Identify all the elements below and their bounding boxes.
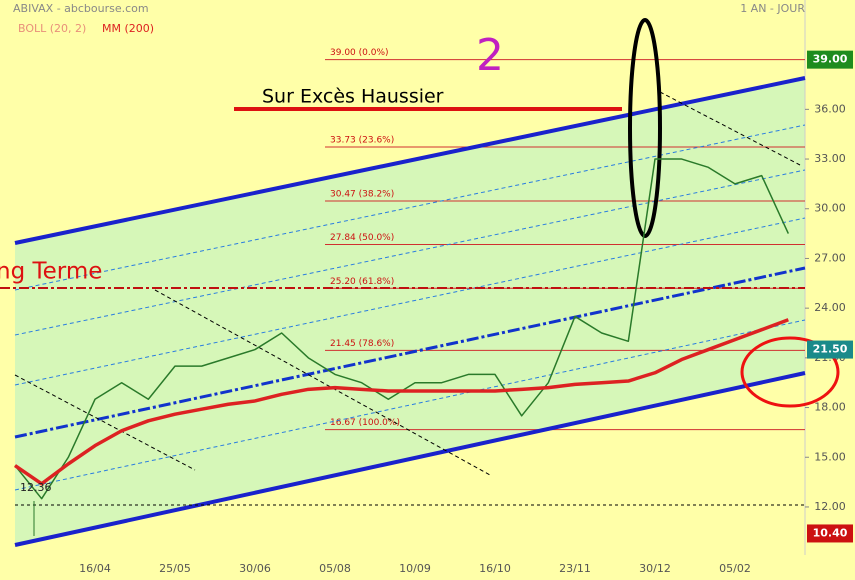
y-tick-label: 15.00	[814, 450, 846, 463]
fib-label: 39.00 (0.0%)	[330, 48, 389, 58]
grid: 12.0015.0018.0021.0024.0027.0030.0033.00…	[325, 48, 846, 513]
y-tick-label: 30.00	[814, 202, 846, 215]
y-tick-label: 36.00	[814, 102, 846, 115]
legend-entry: MM (200)	[102, 22, 154, 35]
x-tick-label: 25/05	[159, 562, 191, 575]
fib-label: 27.84 (50.0%)	[330, 233, 394, 243]
channel-fill	[15, 78, 805, 545]
trend-line	[659, 91, 801, 166]
x-tick-label: 30/06	[239, 562, 271, 575]
chart-title: ABIVAX - abcbourse.com	[13, 2, 149, 15]
channel-bottom	[14, 371, 806, 547]
fib-label: 30.47 (38.2%)	[330, 189, 394, 199]
channel-line	[14, 169, 806, 336]
y-tick-label: 33.00	[814, 152, 846, 165]
y-tick-label: 27.00	[814, 251, 846, 264]
plot: 16/04 25/05 30/06 05/08 10/09 16/10 23/11 30/12…	[14, 50, 853, 575]
fib-label: 33.73 (23.6%)	[330, 135, 394, 145]
x-tick-label: 05/08	[319, 562, 351, 575]
legend-entry: BOLL (20, 2)	[18, 22, 86, 35]
price-marker-label: 10.40	[813, 526, 848, 539]
annotation-ellipse	[740, 336, 840, 408]
price-marker-label: 39.00	[813, 53, 848, 66]
low-label: 12.36	[20, 481, 52, 494]
price-marker	[807, 50, 853, 69]
y-tick-label: 18.00	[814, 401, 846, 414]
y-tick-label: 12.00	[814, 500, 846, 513]
channel-line	[14, 124, 806, 291]
price-marker	[807, 340, 853, 359]
channel-mid	[14, 266, 806, 439]
channel-line	[14, 319, 806, 491]
annotation: Sur Excès Haussier	[262, 86, 444, 108]
trend-line	[14, 374, 196, 471]
channel-line	[14, 217, 806, 386]
chart-subtitle: 1 AN - JOUR	[740, 2, 805, 15]
price-marker	[807, 524, 853, 543]
fib-label: 16.67 (100.0%)	[330, 418, 400, 428]
x-tick-label: 16/04	[79, 562, 111, 575]
series-line	[14, 318, 789, 486]
price-marker-label: 21.50	[813, 343, 848, 356]
x-tick-label: 30/12	[639, 562, 671, 575]
x-tick-label: 10/09	[399, 562, 431, 575]
fib-label: 21.45 (78.6%)	[330, 339, 394, 349]
y-tick-label: 24.00	[814, 301, 846, 314]
annotation: ng Terme	[0, 259, 102, 285]
annotation: 2	[476, 30, 504, 81]
channel-top	[14, 76, 806, 245]
trend-line	[154, 289, 491, 476]
annotation-ellipse	[628, 18, 662, 238]
x-tick-label: 23/11	[559, 562, 591, 575]
fib-label: 25.20 (61.8%)	[330, 277, 394, 287]
x-tick-label: 05/02	[719, 562, 751, 575]
x-tick-label: 16/10	[479, 562, 511, 575]
channel	[0, 18, 840, 547]
